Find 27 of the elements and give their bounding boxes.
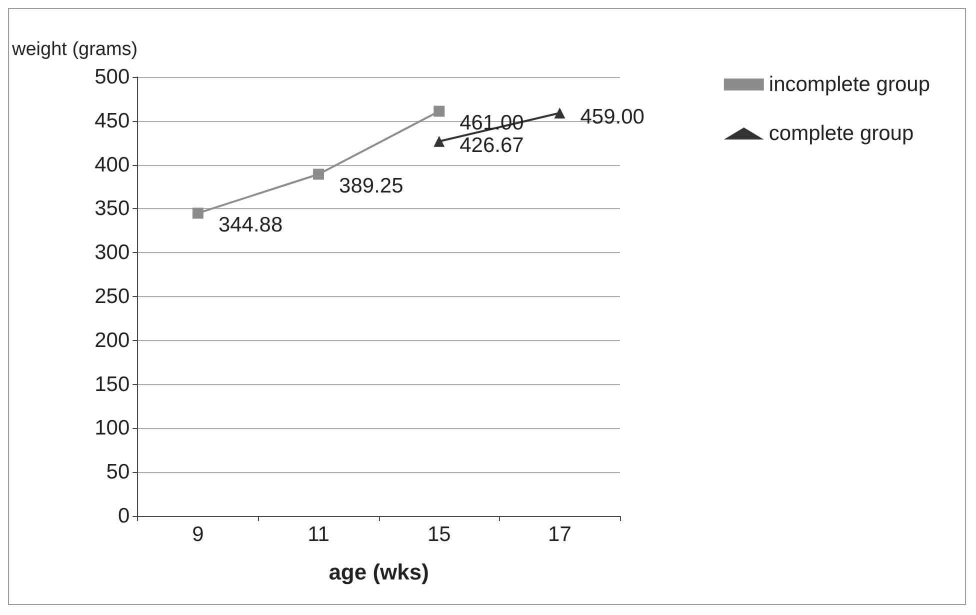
y-tick-label: 450	[94, 109, 130, 132]
x-tick-label: 17	[548, 523, 572, 546]
point	[313, 168, 324, 180]
y-tick-label: 200	[94, 328, 130, 352]
y-tick-label: 0	[118, 504, 130, 528]
data-label: 461.00	[460, 112, 524, 135]
x-axis-title: age (wks)	[328, 560, 429, 584]
y-tick-label: 300	[94, 241, 130, 264]
y-tick-label: 50	[106, 460, 130, 484]
y-tick-label: 400	[94, 153, 130, 176]
point	[434, 106, 445, 117]
data-label: 389.25	[339, 174, 404, 198]
legend-label: complete group	[768, 122, 914, 145]
x-tick-label: 15	[427, 523, 451, 546]
y-tick-label: 350	[94, 197, 130, 220]
data-label: 426.67	[460, 134, 524, 157]
y-axis-title: weight (grams)	[10, 39, 138, 60]
y-tick-label: 250	[94, 285, 130, 308]
y-tick-label: 150	[94, 372, 130, 396]
data-label: 459.00	[580, 106, 644, 128]
x-tick-label: 11	[308, 523, 330, 546]
data-label: 344.88	[218, 214, 283, 237]
y-tick-label: 500	[94, 66, 130, 88]
x-tick-label: 9	[192, 523, 204, 546]
legend-label: incomplete group	[768, 73, 930, 96]
y-tick-label: 100	[94, 416, 130, 440]
point	[192, 208, 204, 219]
